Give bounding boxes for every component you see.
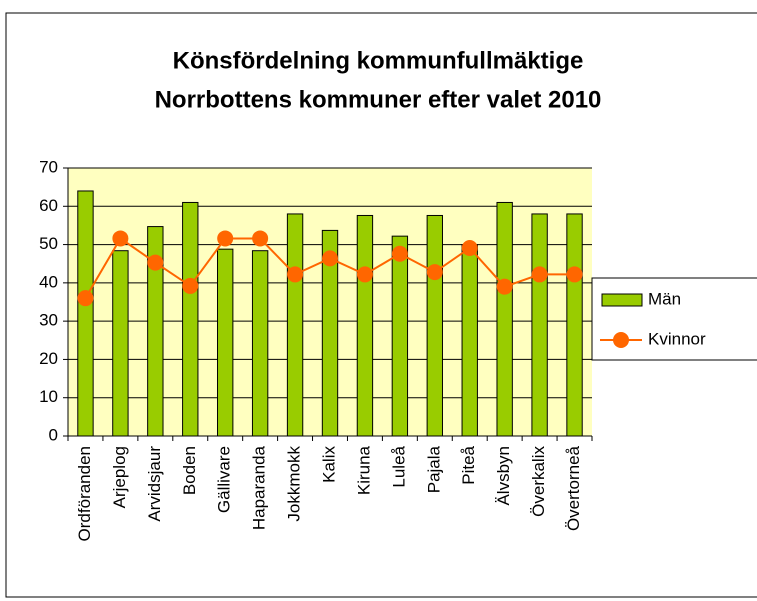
x-tick-label: Övertorneå [564, 445, 583, 531]
y-tick-label: 70 [39, 157, 58, 176]
x-tick-label: Älvsbyn [494, 446, 513, 506]
bar [77, 190, 94, 437]
legend-swatch [613, 332, 629, 348]
bar [286, 213, 304, 437]
x-tick-label: Jokkmokk [285, 446, 304, 522]
x-tick-label: Arvidsjaur [145, 446, 164, 522]
x-tick-label: Piteå [459, 445, 478, 484]
x-tick-label: Ordföranden [75, 446, 94, 541]
marker [391, 245, 408, 262]
x-tick-label: Överkalix [529, 446, 548, 517]
marker [147, 254, 164, 271]
chart-title: Könsfördelning kommunfullmäktige [173, 47, 584, 74]
x-tick-label: Arjeplog [110, 446, 129, 508]
y-tick-label: 40 [39, 272, 58, 291]
legend-swatch [601, 293, 643, 307]
bar [566, 213, 583, 437]
marker [217, 230, 234, 247]
bar [147, 226, 164, 437]
y-tick-label: 60 [39, 196, 58, 215]
x-tick-label: Haparanda [250, 445, 269, 530]
bar [182, 201, 199, 437]
x-tick-label: Gällivare [215, 446, 234, 513]
chart-title: Norrbottens kommuner efter valet 2010 [155, 86, 602, 113]
marker [356, 266, 373, 283]
marker [426, 264, 443, 281]
marker [496, 278, 513, 295]
bar [531, 213, 548, 437]
bar [426, 214, 443, 437]
x-tick-label: Kalix [319, 446, 338, 483]
marker [322, 250, 338, 267]
marker [461, 240, 478, 257]
marker [531, 266, 548, 283]
bar [112, 250, 129, 437]
bar [251, 250, 269, 437]
y-tick-label: 10 [39, 387, 58, 406]
y-tick-label: 0 [49, 425, 58, 444]
x-tick-label: Luleå [389, 445, 408, 487]
legend-label: Kvinnor [648, 329, 706, 348]
marker [252, 230, 269, 247]
marker [112, 230, 129, 247]
marker [566, 266, 583, 283]
legend-label: Män [648, 289, 681, 308]
bar [321, 229, 339, 437]
x-tick-label: Pajala [424, 445, 443, 493]
bar [217, 248, 234, 437]
x-tick-label: Kiruna [354, 445, 373, 495]
bar [356, 214, 374, 437]
marker [287, 266, 304, 283]
marker [182, 277, 199, 294]
bar [461, 244, 478, 437]
bar [391, 235, 409, 437]
bar [496, 201, 513, 437]
y-tick-label: 20 [39, 349, 58, 368]
y-tick-label: 30 [39, 311, 58, 330]
marker [77, 290, 94, 307]
x-tick-label: Boden [180, 446, 199, 495]
y-tick-label: 50 [39, 234, 58, 253]
